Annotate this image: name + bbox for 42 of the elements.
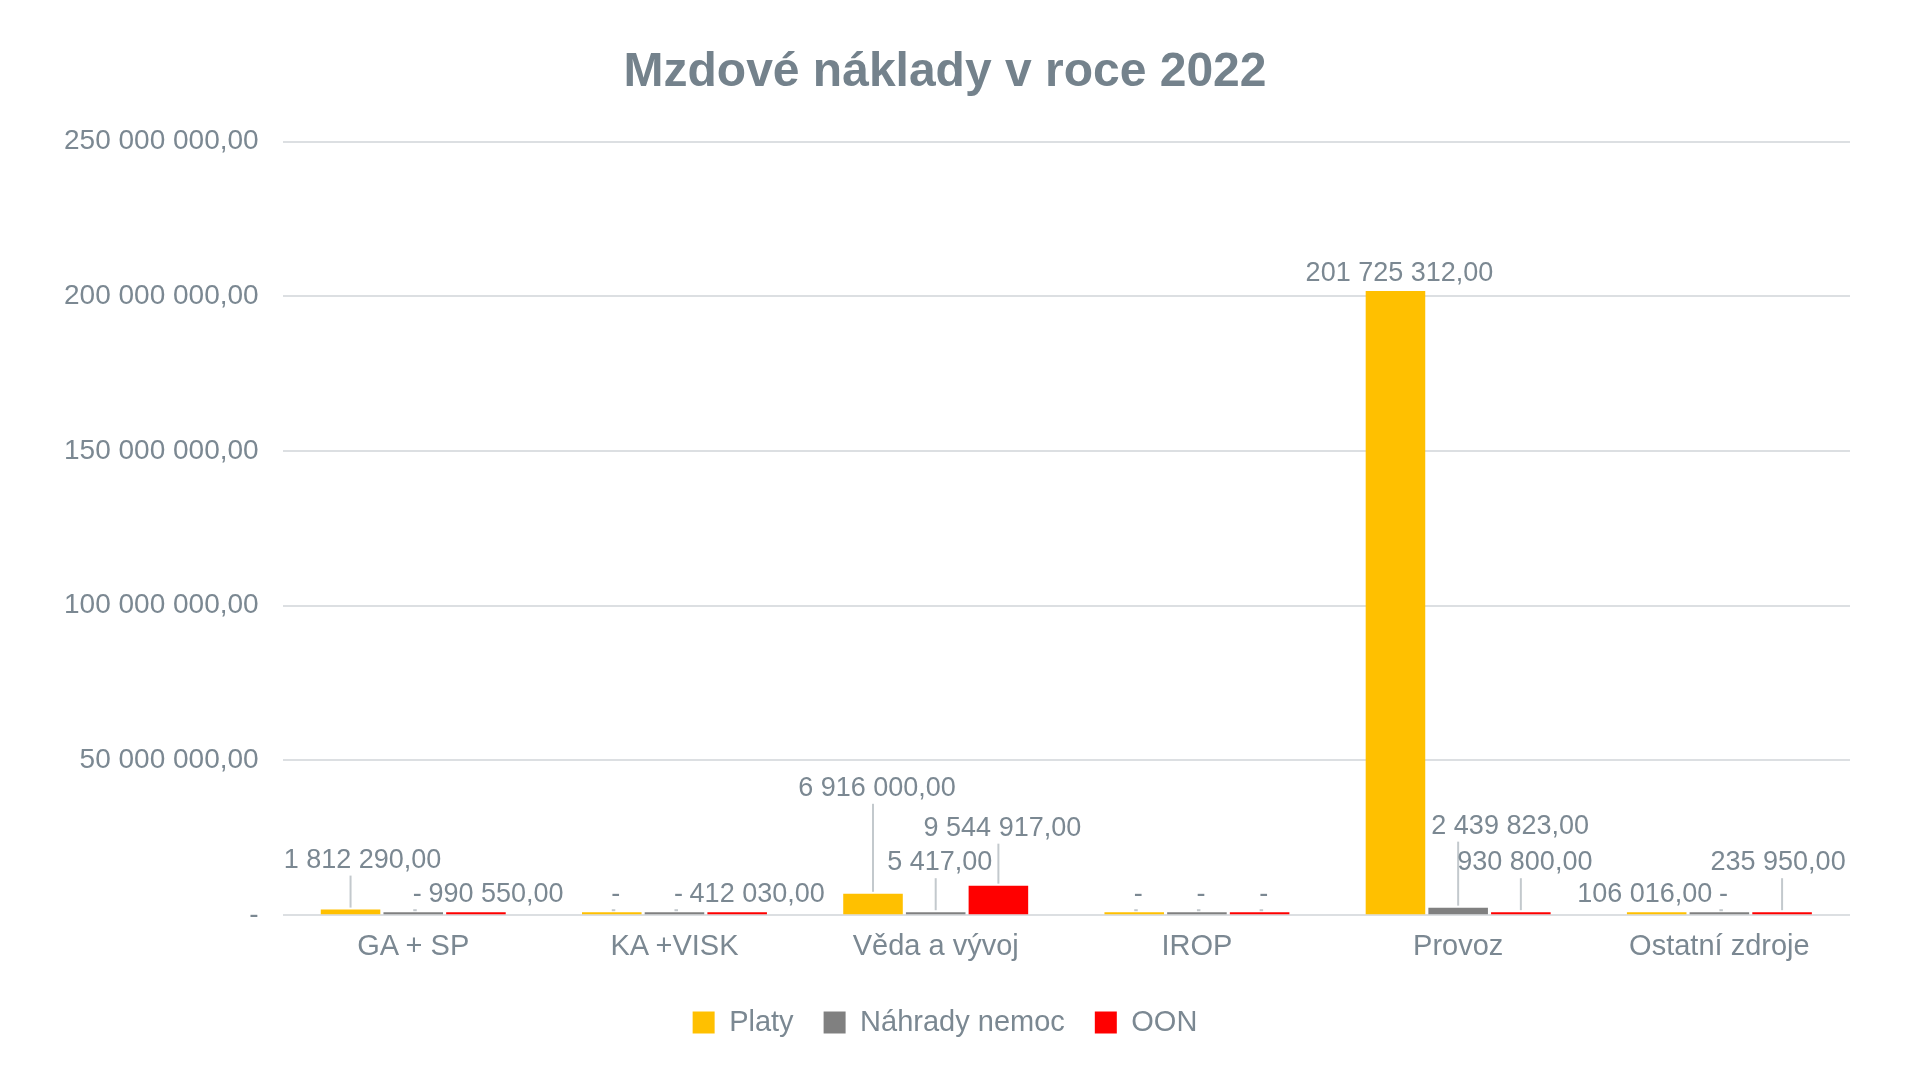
data-label: - bbox=[412, 878, 422, 909]
data-label: - bbox=[1196, 878, 1206, 909]
y-tick-label: 200 000 000,00 bbox=[63, 279, 259, 311]
y-tick-label: 100 000 000,00 bbox=[63, 588, 259, 620]
data-label: 235 950,00 bbox=[1710, 846, 1846, 877]
bar bbox=[582, 912, 642, 915]
legend-label: Platy bbox=[729, 1004, 795, 1037]
data-label: 1 812 290,00 bbox=[283, 843, 442, 874]
x-tick-label: Věda a vývoj bbox=[852, 928, 1019, 961]
x-tick-label: IROP bbox=[1161, 928, 1233, 961]
bar bbox=[1626, 912, 1687, 915]
x-tick-label: Ostatní zdroje bbox=[1629, 928, 1810, 961]
data-label: 6 916 000,00 bbox=[798, 771, 956, 802]
data-label: 106 016,00 bbox=[1577, 878, 1713, 909]
data-label: - bbox=[1259, 878, 1269, 909]
x-tick-label: GA + SP bbox=[357, 928, 470, 961]
bar bbox=[1229, 912, 1290, 915]
legend-label: Náhrady nemoc bbox=[860, 1004, 1065, 1037]
y-tick-label: 250 000 000,00 bbox=[63, 124, 259, 156]
x-tick-label: Provoz bbox=[1413, 928, 1504, 961]
y-tick-label: 50 000 000,00 bbox=[79, 743, 259, 775]
chart-title: Mzdové náklady v roce 2022 bbox=[623, 43, 1267, 97]
data-label: 412 030,00 bbox=[689, 878, 825, 909]
data-label: 990 550,00 bbox=[428, 878, 564, 909]
data-label: - bbox=[673, 878, 683, 909]
bar bbox=[1104, 912, 1165, 915]
bar bbox=[905, 912, 966, 915]
data-label: - bbox=[1133, 878, 1143, 909]
bar bbox=[1752, 912, 1812, 915]
data-label: 201 725 312,00 bbox=[1305, 256, 1494, 287]
data-label: - bbox=[1718, 878, 1728, 909]
bar bbox=[707, 912, 767, 915]
data-label: 9 544 917,00 bbox=[923, 811, 1082, 842]
data-label: 2 439 823,00 bbox=[1431, 809, 1589, 840]
data-label: 930 800,00 bbox=[1457, 846, 1593, 877]
legend-label: OON bbox=[1131, 1004, 1198, 1037]
bar bbox=[1365, 290, 1426, 915]
y-tick-label: - bbox=[249, 897, 259, 929]
y-tick-label: 150 000 000,00 bbox=[63, 433, 259, 465]
data-label: - bbox=[611, 878, 621, 909]
x-tick-label: KA +VISK bbox=[610, 928, 740, 961]
data-label: 5 417,00 bbox=[887, 846, 993, 877]
